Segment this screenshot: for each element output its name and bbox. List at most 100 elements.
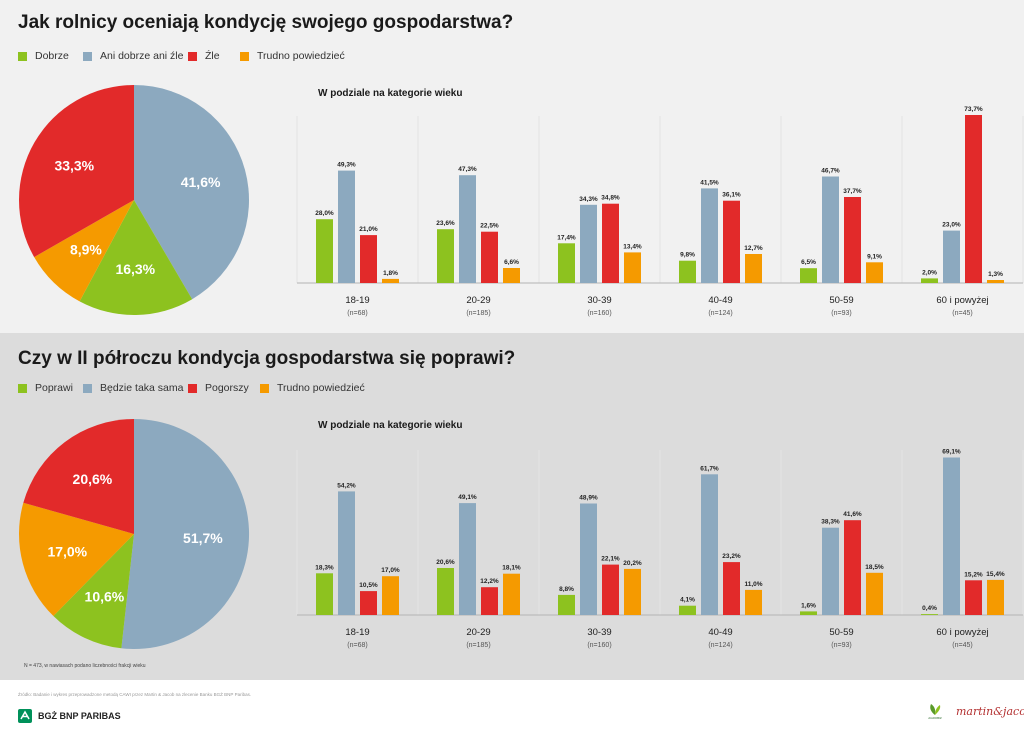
legend-item: Pogorszy [188,382,260,394]
bar-value-label: 18,1% [502,565,521,572]
legend-label: Będzie taka sama [100,382,184,394]
category-n-label: (n=93) [831,642,851,649]
category-n-label: (n=185) [466,642,490,649]
bank-logo: BGŻ BNP PARIBAS [18,709,121,723]
legend-label: Źle [205,50,220,62]
bar-value-label: 10,5% [359,582,378,589]
bar [459,503,476,615]
bar-value-label: 41,6% [843,511,862,518]
bar-value-label: 1,8% [383,270,398,277]
legend-item: Poprawi [18,382,83,394]
category-n-label: (n=45) [952,310,972,317]
category-n-label: (n=185) [466,310,490,317]
bar [382,576,399,615]
bar [580,204,597,283]
pie-slice [19,85,135,258]
pie-value-label: 20,6% [73,471,113,487]
bar [459,175,476,283]
bar-value-label: 17,0% [381,567,400,574]
bar-value-label: 9,1% [867,253,882,260]
agro-name: AGROBIZ [928,716,942,720]
bar [701,188,718,283]
bar [822,176,839,283]
pie-slice [134,85,250,300]
legend-swatch-orange [240,51,249,61]
bar-value-label: 12,7% [744,245,763,252]
bar [338,491,355,615]
bar-value-label: 20,6% [436,559,455,566]
bar [624,252,641,283]
star-logo-icon [18,709,32,723]
category-n-label: (n=160) [587,642,611,649]
bar [866,262,883,283]
legend-swatch-orange [260,383,269,393]
legend-swatch-red [188,383,197,393]
bar [481,587,498,615]
bar [844,197,861,283]
category-n-label: (n=68) [347,642,367,649]
bar-value-label: 1,6% [801,602,816,609]
bar-value-label: 49,3% [337,162,356,169]
pie-value-label: 10,6% [85,588,125,604]
chart-title-2: Czy w II półroczu kondycja gospodarstwa … [18,348,516,369]
bar-value-label: 12,2% [480,578,499,585]
pie-value-label: 8,9% [70,241,102,257]
bar [360,235,377,283]
bar [503,573,520,615]
category-label: 30-39 [587,627,611,638]
pie-slice [79,200,193,316]
bar-value-label: 41,5% [700,179,719,186]
category-n-label: (n=93) [831,310,851,317]
bar-value-label: 34,3% [579,196,598,203]
bar [800,611,817,615]
bar-value-label: 22,1% [601,556,620,563]
legend-label: Dobrze [35,50,69,62]
category-n-label: (n=124) [708,642,732,649]
bar [580,503,597,615]
pie-slice [23,419,134,534]
leaf-icon [930,704,941,715]
bar [558,594,575,615]
pie-value-label: 41,6% [181,174,221,190]
bar [921,278,938,283]
category-n-label: (n=68) [347,310,367,317]
legend-swatch-green [18,51,27,61]
bar [723,562,740,615]
pie-slice [53,534,134,649]
bar-value-label: 54,2% [337,482,356,489]
category-n-label: (n=45) [952,642,972,649]
legend-item: Trudno powiedzieć [240,50,345,62]
bar-value-label: 2,0% [922,269,937,276]
category-label: 40-49 [708,627,732,638]
partner-logos: AGROBIZ martin&jacob [928,703,1024,720]
bar [844,520,861,615]
bar [723,200,740,283]
category-n-label: (n=160) [587,310,611,317]
category-label: 20-29 [466,295,490,306]
legend-swatch-blue [83,383,92,393]
bar-value-label: 37,7% [843,188,862,195]
bar-value-label: 21,0% [359,226,378,233]
bar [679,605,696,615]
source-note: Źródło: Badanie i wykres przeprowadzone … [18,692,252,697]
bar-value-label: 18,5% [865,564,884,571]
bar-value-label: 9,8% [680,252,695,259]
bar-value-label: 23,0% [942,222,961,229]
bar [316,573,333,615]
bar [503,268,520,283]
legend-2: Poprawi Będzie taka sama Pogorszy Trudno… [18,382,365,394]
pie-chart-1: 41,6% 16,3% 8,9% 33,3% [19,85,250,316]
bar [921,614,938,615]
bar-value-label: 49,1% [458,494,477,501]
legend-label: Ani dobrze ani źle [100,50,184,62]
bar [602,203,619,283]
bar-value-label: 34,8% [601,195,620,202]
bar [745,254,762,283]
bar [965,115,982,283]
bar-value-label: 6,6% [504,259,519,266]
bar [987,280,1004,283]
bar-value-label: 22,5% [480,223,499,230]
bar-chart-1: 28,0% 49,3% 21,0% 1,8% 18-19 (n=68) 23,6% 47,3%… [296,106,1024,317]
pie-value-label: 16,3% [115,261,155,277]
bar [338,170,355,283]
